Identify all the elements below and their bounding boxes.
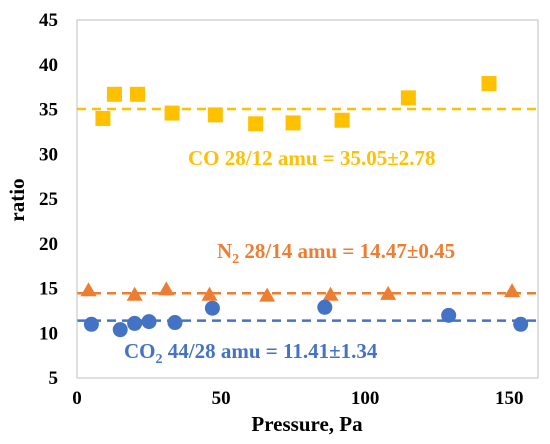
co2-annotation-rest: 44/28 amu = 11.41±1.34 [163,339,378,363]
co-data-point [248,116,264,132]
y-tick-label: 25 [39,189,58,210]
n2-annotation: N2 28/14 amu = 14.47±0.45 [217,239,455,267]
y-axis-title: ratio [5,178,29,221]
mean-lines [77,107,538,322]
co2-data-point [167,315,183,331]
x-tick-label: 50 [212,388,231,409]
n2-data-point [380,285,397,300]
co-data-point [207,107,223,123]
n2-data-point [201,286,218,301]
n2-data-point [158,281,175,296]
data-markers [80,76,529,338]
co2-data-point [112,322,128,338]
y-tick-label: 10 [39,323,58,344]
y-tick-labels: 5 10 15 20 25 30 35 40 45 [39,10,58,389]
co2-annotation: CO2 44/28 amu = 11.41±1.34 [124,339,378,367]
n2-data-point [259,287,276,302]
co2-data-point [441,307,457,323]
co2-data-point [141,314,157,330]
n2-annotation-rest: 28/14 amu = 14.47±0.45 [239,239,455,263]
co-data-point [285,115,301,131]
y-tick-label: 30 [39,144,58,165]
x-tick-label: 100 [351,388,380,409]
co2-data-point [204,300,220,316]
x-tick-label: 150 [495,388,524,409]
x-tick-labels: 0 50 100 150 [72,388,523,409]
co-data-point [95,110,111,126]
co2-annotation-prefix: CO [124,339,156,363]
co-data-point [481,76,497,92]
x-axis-title: Pressure, Pa [251,412,363,436]
co2-data-point [83,316,99,332]
n2-annotation-prefix: N [217,239,232,263]
n2-data-point [322,286,339,301]
n2-data-point [504,283,521,298]
y-tick-label: 45 [39,10,58,31]
y-tick-label: 35 [39,100,58,121]
n2-annotation-subscript: 2 [232,252,239,267]
x-tick-label: 0 [72,388,82,409]
y-tick-label: 5 [49,368,59,389]
co2-data-point [317,299,333,315]
co-data-point [400,90,416,106]
y-tick-label: 15 [39,279,58,300]
co2-data-point [127,315,143,331]
co-annotation: CO 28/12 amu = 35.05±2.78 [188,146,436,170]
n2-data-point [126,286,143,301]
co-data-point [106,86,122,102]
n2-data-point [80,282,97,297]
co2-annotation-subscript: 2 [156,352,163,367]
plot-area-frame [76,19,539,379]
co2-data-point [513,316,529,332]
y-tick-label: 20 [39,234,58,255]
y-tick-label: 40 [39,55,58,76]
co-data-point [164,105,180,121]
co-data-point [334,112,350,128]
co-data-point [130,86,146,102]
